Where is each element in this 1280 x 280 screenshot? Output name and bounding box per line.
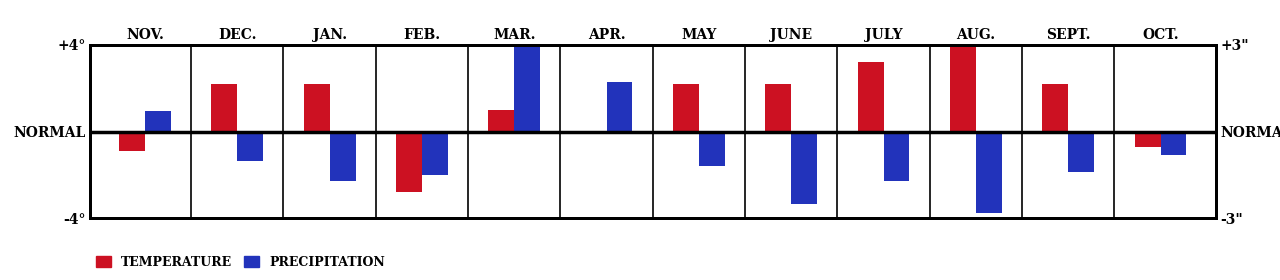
Bar [950, 45, 975, 132]
Bar [975, 132, 1002, 213]
Bar [145, 111, 170, 132]
Bar [1135, 132, 1161, 147]
Bar [858, 62, 883, 132]
Bar [119, 132, 145, 151]
Bar [515, 16, 540, 132]
Bar [765, 84, 791, 132]
Bar [883, 132, 910, 181]
Bar [1069, 132, 1094, 172]
Bar [791, 132, 817, 204]
Bar [489, 110, 515, 132]
Bar [303, 84, 330, 132]
Bar [607, 82, 632, 132]
Bar [699, 132, 724, 166]
Bar [1161, 132, 1187, 155]
Bar [673, 84, 699, 132]
Bar [330, 132, 356, 181]
Bar [211, 84, 237, 132]
Bar [422, 132, 448, 175]
Legend: TEMPERATURE, PRECIPITATION: TEMPERATURE, PRECIPITATION [96, 256, 385, 269]
Bar [1042, 84, 1069, 132]
Bar [237, 132, 264, 160]
Bar [396, 132, 422, 192]
